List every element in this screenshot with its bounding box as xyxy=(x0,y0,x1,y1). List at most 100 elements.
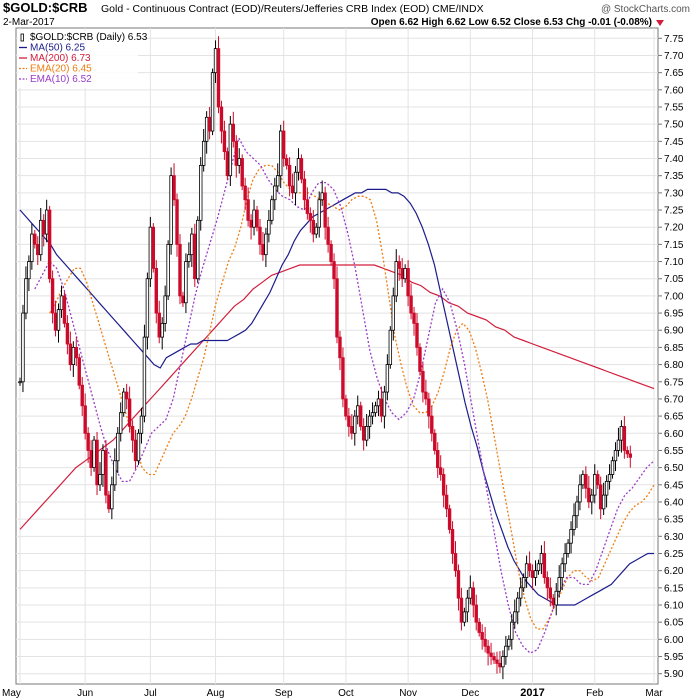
candle-body xyxy=(341,357,345,400)
candle xyxy=(124,383,129,410)
candle-body xyxy=(139,415,144,434)
candle-body xyxy=(628,453,632,458)
candle-body xyxy=(127,398,132,427)
candle-body xyxy=(136,432,141,462)
y-tick-label: 7.45 xyxy=(664,137,684,148)
y-tick-label: 6.15 xyxy=(664,583,684,594)
candle xyxy=(243,177,247,211)
candle-body xyxy=(65,322,70,345)
candle xyxy=(483,626,487,653)
candle-body xyxy=(581,474,585,486)
candle xyxy=(169,167,173,255)
legend-candle-swatch xyxy=(20,33,24,42)
candle-body xyxy=(314,226,318,235)
candle xyxy=(77,353,81,390)
candle-body xyxy=(264,233,268,256)
y-tick-label: 6.05 xyxy=(664,618,684,629)
y-tick-label: 6.70 xyxy=(664,394,684,405)
y-tick-label: 7.00 xyxy=(664,291,684,302)
candle xyxy=(575,495,579,529)
candle-body xyxy=(59,295,64,311)
legend-entry: EMA(10) 6.52 xyxy=(30,74,92,85)
candle xyxy=(397,255,401,281)
candle-body xyxy=(240,158,244,187)
candle-body xyxy=(110,484,114,510)
candle xyxy=(234,135,238,178)
candle xyxy=(433,429,437,455)
candle xyxy=(121,387,126,417)
candle xyxy=(335,266,339,344)
candle xyxy=(65,315,70,355)
candle xyxy=(596,470,600,489)
y-tick-label: 7.20 xyxy=(664,223,684,234)
candle-body xyxy=(563,553,567,565)
candle xyxy=(225,147,230,180)
candle xyxy=(418,343,422,376)
candle-body xyxy=(222,130,227,153)
y-tick-label: 6.75 xyxy=(664,377,684,388)
y-tick-label: 7.75 xyxy=(664,34,684,45)
y-tick-label: 7.25 xyxy=(664,206,684,217)
candle xyxy=(385,354,390,401)
candle-body xyxy=(293,171,298,194)
candle-body xyxy=(39,219,43,256)
candle-body xyxy=(462,611,467,623)
candle xyxy=(610,456,615,479)
candle-body xyxy=(471,587,475,606)
candle-body xyxy=(468,587,473,599)
candle xyxy=(47,205,52,283)
candle xyxy=(142,324,147,423)
candle-body xyxy=(625,450,630,455)
candle-body xyxy=(536,563,541,572)
y-tick-label: 7.50 xyxy=(664,120,684,131)
candle xyxy=(394,249,398,303)
candle xyxy=(471,581,475,618)
candle xyxy=(590,488,594,515)
candle xyxy=(270,195,274,225)
y-tick-label: 7.10 xyxy=(664,257,684,268)
candle xyxy=(127,386,132,433)
candle-body xyxy=(18,381,22,384)
candle-body xyxy=(160,322,164,338)
candle xyxy=(450,521,455,564)
candle xyxy=(456,564,461,611)
candle-body xyxy=(151,226,156,269)
candle-body xyxy=(33,233,37,245)
candle-body xyxy=(596,474,600,486)
candle-body xyxy=(604,480,609,496)
legend-entry: MA(50) 6.25 xyxy=(30,43,85,54)
candle-body xyxy=(524,563,529,578)
candle-body xyxy=(453,553,458,572)
candle xyxy=(566,539,570,558)
candle-body xyxy=(44,209,49,235)
y-tick-label: 6.30 xyxy=(664,532,684,543)
candle-body xyxy=(187,254,191,262)
candle xyxy=(50,270,55,324)
candle xyxy=(163,285,167,332)
y-tick-label: 7.35 xyxy=(664,171,684,182)
y-tick-label: 6.55 xyxy=(664,446,684,457)
candle xyxy=(86,427,90,463)
candle-body xyxy=(601,494,606,510)
candle xyxy=(210,68,215,136)
candle-body xyxy=(492,656,496,661)
candle xyxy=(367,409,372,439)
candle-body xyxy=(270,199,274,221)
candle-body xyxy=(483,638,487,647)
candle-body xyxy=(166,243,170,297)
candle-body xyxy=(231,123,236,142)
candle xyxy=(613,442,618,472)
candle xyxy=(462,607,467,627)
legend-box xyxy=(18,30,138,88)
candle xyxy=(516,591,520,625)
candle-body xyxy=(243,185,247,201)
candle-body xyxy=(317,199,321,228)
x-tick-label: Dec xyxy=(461,688,479,699)
y-tick-label: 7.15 xyxy=(664,240,684,251)
y-tick-label: 6.35 xyxy=(664,515,684,526)
candle-body xyxy=(53,312,58,331)
candle-body xyxy=(403,268,407,280)
candle xyxy=(92,436,96,472)
candle xyxy=(98,462,102,491)
candle-body xyxy=(415,322,419,348)
